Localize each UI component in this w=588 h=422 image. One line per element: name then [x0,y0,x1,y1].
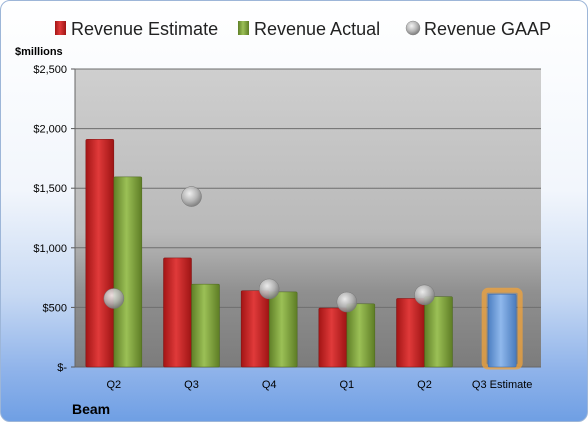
x-tick-label: Q4 [262,379,277,391]
x-tick-label: Q3 [184,379,199,391]
y-axis: $- $500 $1,000 $1,500 $2,000 $2,500 [33,64,76,374]
bar-revenue-estimate [240,290,270,368]
point-revenue-gaap [258,278,280,300]
bar-revenue-estimate [318,307,348,368]
legend-swatch [238,21,249,35]
legend-label: Revenue GAAP [424,19,551,39]
x-tick-label: Q1 [339,379,354,391]
bar-revenue-estimate [163,257,192,368]
bar-revenue-actual [346,303,376,368]
bar-revenue-estimate [396,298,425,368]
legend-label: Revenue Actual [254,19,380,39]
bar-q3-estimate [487,294,517,368]
bar-revenue-estimate [85,139,115,368]
plot-area [75,69,541,367]
company-label: Beam [72,401,110,417]
point-revenue-gaap [336,291,358,313]
bar-revenue-actual [268,291,298,368]
unit-label: $millions [15,46,63,58]
legend-swatch [405,20,421,36]
y-tick-label: $1,500 [33,183,67,195]
bar-revenue-actual [191,283,220,368]
bar-revenue-actual [424,296,453,368]
point-revenue-gaap [181,186,202,207]
y-tick-label: $2,500 [33,64,67,76]
legend-swatch [55,21,66,35]
legend-label: Revenue Estimate [71,19,218,39]
bar-revenue-actual [113,176,143,368]
chart-marks [85,139,523,370]
y-tick-label: $500 [43,302,67,314]
point-revenue-gaap [103,288,125,309]
point-revenue-gaap [414,284,435,306]
x-tick-label: Q2 [106,379,121,391]
x-tick-label: Q3 Estimate [472,379,533,391]
x-axis: Q2 Q3 Q4 Q1 Q2 Q3 Estimate [75,366,541,391]
legend: Revenue Estimate Revenue Actual Revenue GA… [55,19,551,39]
y-tick-label: $- [57,362,67,374]
x-tick-label: Q2 [417,379,432,391]
y-tick-label: $2,000 [33,124,67,136]
gridlines [75,68,541,308]
y-tick-label: $1,000 [33,243,67,255]
